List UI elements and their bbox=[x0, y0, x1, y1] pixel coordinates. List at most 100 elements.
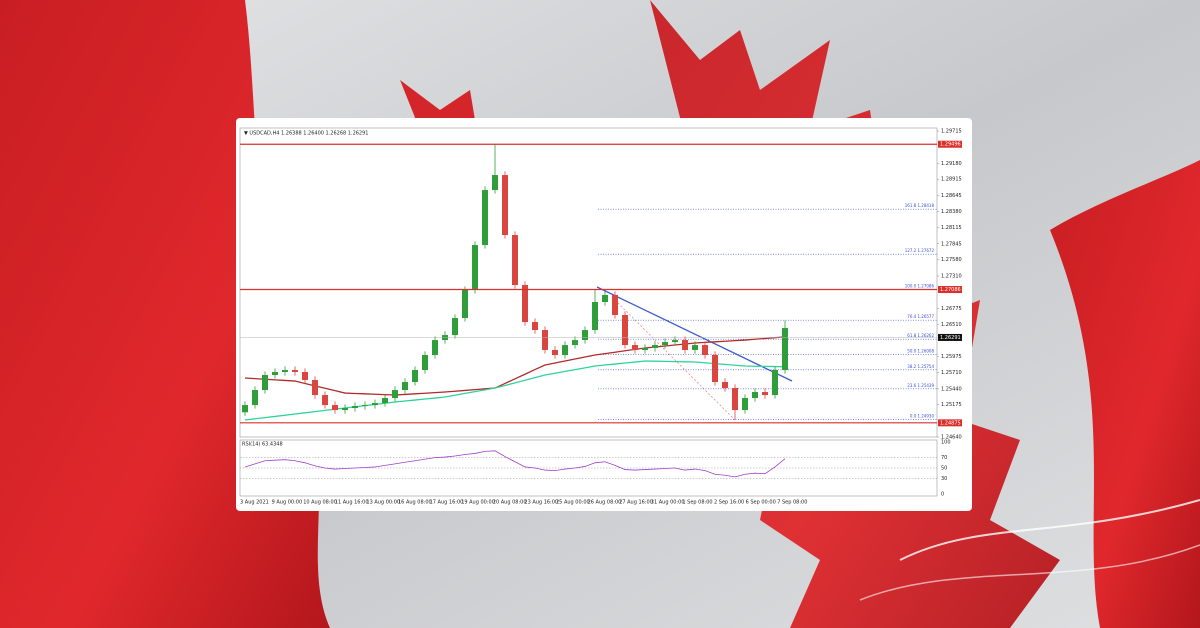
candle-body bbox=[272, 372, 278, 376]
candle-body bbox=[642, 348, 648, 350]
candle-body bbox=[582, 330, 588, 341]
y-tick-label: 1.29715 bbox=[941, 129, 962, 135]
fib-label: 76.4 1.26577 bbox=[907, 314, 934, 319]
y-tick-label: 1.26775 bbox=[941, 306, 962, 312]
level-label: 1.27086 bbox=[940, 287, 961, 293]
candle-body bbox=[772, 370, 778, 396]
candle-body bbox=[512, 235, 518, 286]
candle-body bbox=[462, 290, 468, 319]
y-tick-label: 1.28915 bbox=[941, 177, 962, 183]
candle-body bbox=[332, 405, 338, 411]
y-tick-label: 1.25975 bbox=[941, 354, 962, 360]
fib-label: 127.2 1.27672 bbox=[905, 248, 935, 253]
candle-body bbox=[412, 370, 418, 383]
x-tick-label: 7 Sep 08:00 bbox=[777, 500, 807, 506]
x-tick-label: 9 Aug 00:00 bbox=[272, 500, 303, 506]
x-tick-label: 27 Aug 16:00 bbox=[619, 500, 653, 506]
y-tick-label: 1.27845 bbox=[941, 241, 962, 247]
x-tick-label: 17 Aug 16:00 bbox=[430, 500, 464, 506]
candle-body bbox=[762, 392, 768, 396]
x-tick-label: 6 Sep 00:00 bbox=[746, 500, 776, 506]
candle-body bbox=[722, 382, 728, 389]
flag-fold bbox=[899, 499, 1200, 561]
candle-body bbox=[242, 405, 248, 413]
candle-body bbox=[292, 370, 298, 373]
candle-body bbox=[302, 372, 308, 381]
x-tick-label: 10 Aug 08:00 bbox=[303, 500, 337, 506]
chart-title: ▼ USDCAD,H4 1.26388 1.26400 1.26268 1.26… bbox=[244, 131, 368, 137]
y-tick-label: 1.27310 bbox=[941, 274, 962, 280]
last-price-tag bbox=[938, 333, 962, 341]
x-tick-label: 23 Aug 16:00 bbox=[524, 500, 558, 506]
x-tick-label: 19 Aug 00:00 bbox=[461, 500, 495, 506]
candle-body bbox=[262, 375, 268, 391]
x-tick-label: 16 Aug 08:00 bbox=[398, 500, 432, 506]
level-tag bbox=[938, 419, 962, 427]
y-tick-label: 1.28645 bbox=[941, 193, 962, 199]
candle-body bbox=[392, 390, 398, 399]
rsi-tick-label: 50 bbox=[941, 466, 947, 472]
level-label: 1.29496 bbox=[940, 142, 961, 148]
x-tick-label: 3 Aug 2021 bbox=[240, 500, 269, 506]
y-tick-label: 1.24640 bbox=[941, 435, 962, 441]
rsi-tick-label: 30 bbox=[941, 476, 947, 482]
candle-body bbox=[472, 245, 478, 291]
candle-body bbox=[602, 295, 608, 303]
candle-body bbox=[342, 407, 348, 411]
flag-fold bbox=[859, 544, 1200, 601]
candle-body bbox=[542, 330, 548, 350]
rsi-line bbox=[244, 450, 786, 478]
level-tag bbox=[938, 286, 962, 294]
x-tick-label: 11 Aug 16:00 bbox=[335, 500, 369, 506]
last-price-label: 1.26291 bbox=[940, 335, 961, 341]
candle-body bbox=[612, 295, 618, 316]
candle-body bbox=[702, 345, 708, 356]
candle-body bbox=[682, 340, 688, 350]
candle-body bbox=[592, 302, 598, 331]
candle-body bbox=[382, 398, 388, 404]
rsi-tick-label: 70 bbox=[941, 455, 947, 461]
level-label: 1.24875 bbox=[940, 420, 961, 426]
candle-body bbox=[362, 405, 368, 407]
candle-body bbox=[552, 349, 558, 356]
x-tick-label: 1 Sep 08:00 bbox=[682, 500, 712, 506]
x-tick-label: 13 Aug 00:00 bbox=[366, 500, 400, 506]
candle-body bbox=[572, 340, 578, 346]
y-tick-label: 1.27580 bbox=[941, 257, 962, 263]
candle-body bbox=[732, 388, 738, 411]
x-tick-label: 20 Aug 08:00 bbox=[493, 500, 527, 506]
candle-body bbox=[422, 355, 428, 371]
fib-anchor-line bbox=[614, 299, 736, 421]
x-tick-label: 31 Aug 00:00 bbox=[651, 500, 685, 506]
x-tick-label: 26 Aug 08:00 bbox=[588, 500, 622, 506]
y-tick-label: 1.26510 bbox=[941, 322, 962, 328]
candle-body bbox=[252, 390, 258, 406]
candle-body bbox=[712, 355, 718, 383]
candle-body bbox=[632, 345, 638, 350]
level-tag bbox=[938, 140, 962, 148]
rsi-label: RSI(14) 63.4348 bbox=[242, 442, 283, 448]
fib-label: 161.8 1.28418 bbox=[905, 203, 935, 208]
candle-body bbox=[432, 340, 438, 356]
candle-body bbox=[622, 315, 628, 346]
candle-body bbox=[312, 380, 318, 396]
candle-body bbox=[532, 322, 538, 331]
fib-label: 50.0 1.26008 bbox=[907, 349, 934, 354]
candle-body bbox=[402, 382, 408, 391]
candle-body bbox=[752, 392, 758, 399]
y-tick-label: 1.28380 bbox=[941, 209, 962, 215]
fib-label: 23.6 1.25439 bbox=[907, 383, 934, 388]
candle-body bbox=[522, 285, 528, 323]
candle-body bbox=[482, 190, 488, 246]
fib-label: 61.8 1.26262 bbox=[907, 333, 934, 338]
candle-body bbox=[322, 395, 328, 406]
x-tick-label: 25 Aug 00:00 bbox=[556, 500, 590, 506]
y-tick-label: 1.25175 bbox=[941, 402, 962, 408]
candle-body bbox=[562, 345, 568, 356]
candle-body bbox=[652, 345, 658, 349]
candle-body bbox=[372, 403, 378, 406]
y-tick-label: 1.28115 bbox=[941, 225, 962, 231]
rsi-tick-label: 0 bbox=[941, 492, 944, 498]
